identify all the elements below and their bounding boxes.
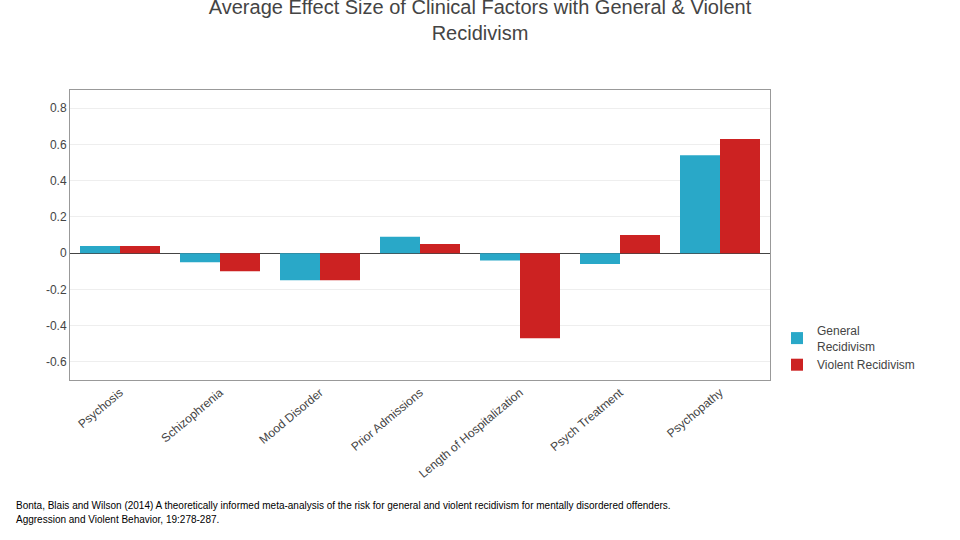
- svg-text:0: 0: [60, 246, 67, 260]
- svg-text:Violent Recidivism: Violent Recidivism: [817, 358, 915, 372]
- svg-text:-0.6: -0.6: [46, 355, 67, 369]
- svg-text:Length of Hospitalization: Length of Hospitalization: [416, 386, 526, 481]
- svg-text:Prior Admissions: Prior Admissions: [348, 386, 425, 454]
- svg-text:Psychosis: Psychosis: [75, 386, 125, 431]
- svg-text:0.8: 0.8: [50, 101, 67, 115]
- svg-text:Psychopathy: Psychopathy: [664, 386, 726, 441]
- svg-text:0.2: 0.2: [50, 210, 67, 224]
- svg-text:-0.4: -0.4: [46, 319, 67, 333]
- svg-text:-0.2: -0.2: [46, 283, 67, 297]
- svg-text:0.6: 0.6: [50, 138, 67, 152]
- svg-text:Mood Disorder: Mood Disorder: [256, 386, 325, 447]
- svg-text:Schizophrenia: Schizophrenia: [159, 385, 227, 445]
- svg-text:Average Effect Size of Clinica: Average Effect Size of Clinical Factors …: [209, 0, 752, 44]
- svg-text:Aggression and Violent Behavio: Aggression and Violent Behavior, 19:278-…: [16, 514, 219, 525]
- svg-text:GeneralRecidivism: GeneralRecidivism: [817, 324, 875, 354]
- svg-text:Bonta, Blais and Wilson (2014): Bonta, Blais and Wilson (2014) A theoret…: [16, 500, 671, 511]
- svg-text:0.4: 0.4: [50, 174, 67, 188]
- svg-text:Psych Treatment: Psych Treatment: [548, 385, 626, 454]
